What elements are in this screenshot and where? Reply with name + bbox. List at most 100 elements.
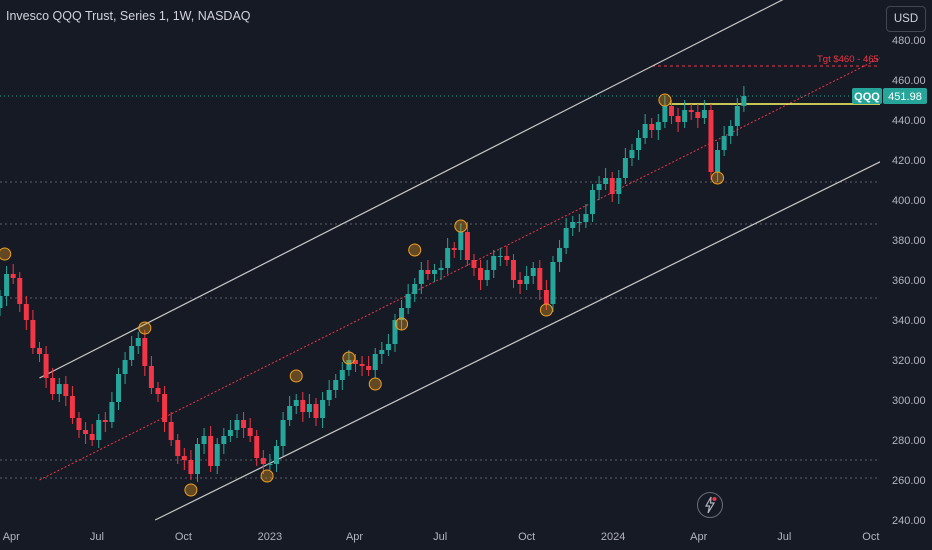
- candle-body: [741, 96, 747, 106]
- candle: [425, 260, 431, 280]
- candle: [636, 130, 642, 160]
- candle: [484, 260, 490, 286]
- candle: [17, 272, 23, 312]
- candle-body: [359, 364, 365, 366]
- candle-body: [649, 124, 655, 130]
- candle: [10, 264, 16, 284]
- x-tick-label: 2023: [258, 531, 282, 543]
- candle: [524, 266, 530, 290]
- y-tick-label: 340.00: [892, 315, 926, 327]
- candle-body: [583, 214, 589, 222]
- candle: [36, 342, 42, 362]
- y-tick-label: 360.00: [892, 275, 926, 287]
- currency-button[interactable]: USD: [886, 6, 926, 32]
- candle: [372, 348, 378, 378]
- candle: [405, 284, 411, 314]
- candle: [175, 434, 181, 464]
- channel-midline: [39, 47, 901, 481]
- candle: [734, 98, 740, 136]
- channel-lower-line: [154, 151, 901, 521]
- candle: [497, 248, 503, 266]
- candle-body: [109, 402, 115, 422]
- candle: [695, 104, 701, 128]
- y-tick-label: 260.00: [892, 475, 926, 487]
- candle-body: [497, 256, 503, 257]
- x-tick-label: Oct: [862, 531, 879, 543]
- candle-body: [655, 122, 661, 130]
- candle: [227, 420, 233, 442]
- candle: [642, 114, 648, 144]
- candle-body: [616, 178, 622, 194]
- candle-body: [589, 190, 595, 214]
- y-axis: 240.00 260.00 280.00 300.00 320.00 340.00 360.…: [880, 0, 932, 550]
- candle: [510, 254, 516, 288]
- candle: [63, 376, 69, 406]
- candle: [629, 144, 635, 166]
- candle-body: [56, 384, 62, 394]
- candle-body: [162, 394, 168, 422]
- candle: [122, 352, 128, 384]
- x-tick-label: Apr: [3, 531, 20, 543]
- candle-body: [122, 360, 128, 374]
- y-tick-label: 280.00: [892, 435, 926, 447]
- candle: [583, 204, 589, 228]
- candle: [616, 170, 622, 204]
- pivot-markers: [0, 93, 725, 497]
- candle: [333, 374, 339, 398]
- candle: [0, 290, 3, 316]
- candle: [287, 396, 293, 426]
- candle: [109, 392, 115, 428]
- candle: [194, 438, 200, 482]
- candle: [438, 260, 444, 280]
- candle-body: [63, 384, 69, 396]
- candle-body: [339, 370, 345, 380]
- candle: [23, 296, 29, 330]
- candle-body: [155, 388, 161, 394]
- candle: [622, 148, 628, 184]
- candle: [550, 256, 556, 312]
- candle: [504, 246, 510, 266]
- candle: [214, 438, 220, 474]
- candle-body: [287, 406, 293, 420]
- candles: [0, 86, 747, 482]
- candle: [56, 378, 62, 402]
- candle: [30, 310, 36, 354]
- candle-body: [609, 178, 615, 194]
- candle-body: [273, 446, 279, 464]
- candle: [570, 216, 576, 236]
- candle: [471, 254, 477, 276]
- y-tick-label: 400.00: [892, 195, 926, 207]
- candle: [741, 86, 747, 112]
- candle-body: [379, 350, 385, 354]
- candle-body: [596, 184, 602, 190]
- candle: [293, 394, 299, 414]
- candle: [392, 314, 398, 352]
- candle-body: [23, 304, 29, 320]
- y-tick-label: 380.00: [892, 235, 926, 247]
- candle: [701, 100, 707, 124]
- lightning-icon[interactable]: [697, 492, 723, 518]
- x-tick-label: Oct: [175, 531, 192, 543]
- candle-body: [458, 232, 464, 250]
- candle: [201, 428, 207, 454]
- candle-body: [662, 106, 668, 122]
- candle: [76, 412, 82, 438]
- pivot-marker: [408, 243, 422, 257]
- candle: [280, 412, 286, 456]
- x-tick-label: Apr: [690, 531, 707, 543]
- candle: [649, 118, 655, 138]
- candle: [4, 266, 10, 306]
- x-tick-label: Oct: [518, 531, 535, 543]
- candle-body: [431, 270, 437, 274]
- candle-body: [254, 436, 260, 458]
- candle-body: [17, 278, 23, 304]
- pivot-marker: [138, 321, 152, 335]
- candle: [399, 300, 405, 330]
- candle: [563, 218, 569, 254]
- candle-body: [451, 248, 457, 250]
- pivot-marker: [184, 483, 198, 497]
- candle-body: [201, 436, 207, 444]
- candle-body: [708, 110, 714, 172]
- candle-body: [83, 430, 89, 434]
